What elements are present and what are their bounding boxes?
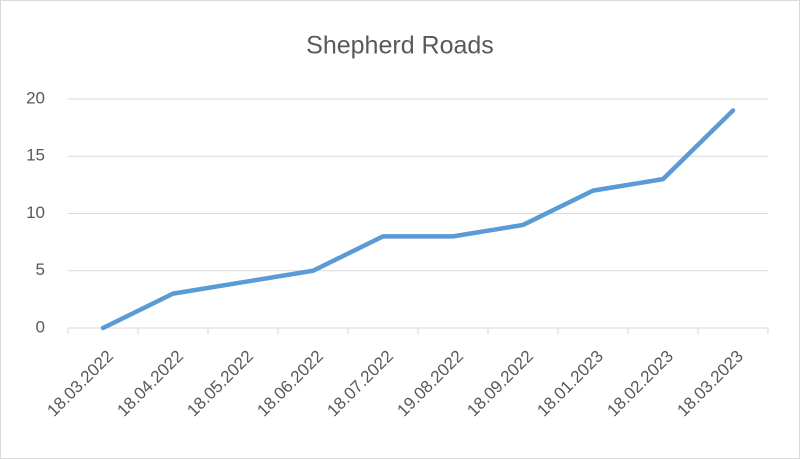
y-tick-label: 20 bbox=[26, 88, 45, 107]
y-tick-label: 10 bbox=[26, 203, 45, 222]
y-tick-label: 0 bbox=[36, 317, 45, 336]
y-tick-label: 5 bbox=[36, 260, 45, 279]
chart-title: Shepherd Roads bbox=[306, 32, 494, 60]
data-line bbox=[100, 108, 736, 331]
y-tick-label: 15 bbox=[26, 146, 45, 165]
